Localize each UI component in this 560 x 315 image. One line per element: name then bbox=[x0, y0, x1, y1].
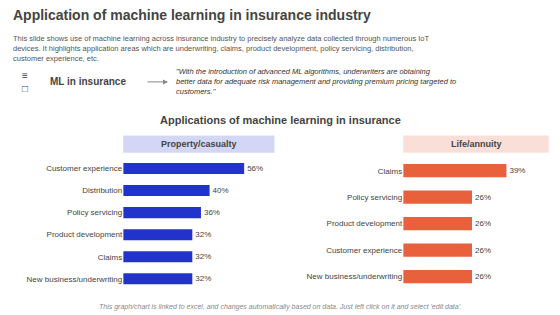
svg-text:Policy servicing: Policy servicing bbox=[347, 193, 402, 202]
svg-text:26%: 26% bbox=[475, 193, 491, 202]
svg-text:ML in insurance: ML in insurance bbox=[50, 76, 126, 87]
svg-text:Property/casualty: Property/casualty bbox=[161, 139, 237, 149]
svg-text:26%: 26% bbox=[475, 219, 491, 228]
svg-text:This graph/chart is linked to: This graph/chart is linked to excel, and… bbox=[99, 303, 462, 311]
svg-text:Policy servicing: Policy servicing bbox=[67, 208, 122, 217]
svg-text:40%: 40% bbox=[213, 186, 229, 195]
svg-text:36%: 36% bbox=[204, 208, 220, 217]
svg-text:New business/underwriting: New business/underwriting bbox=[27, 275, 123, 284]
svg-text:Application of machine learnin: Application of machine learning in insur… bbox=[13, 7, 371, 23]
svg-text:New business/underwriting: New business/underwriting bbox=[307, 272, 403, 281]
svg-text:Distribution: Distribution bbox=[82, 186, 122, 195]
svg-text:≡□: ≡□ bbox=[22, 70, 28, 94]
svg-text:Life/annuity: Life/annuity bbox=[451, 139, 502, 149]
svg-text:Applications of machine learni: Applications of machine learning in insu… bbox=[160, 114, 401, 126]
svg-text:32%: 32% bbox=[195, 252, 211, 261]
svg-text:Customer experience: Customer experience bbox=[46, 164, 123, 173]
svg-text:Claims: Claims bbox=[98, 253, 122, 262]
svg-text:Claims: Claims bbox=[378, 167, 402, 176]
svg-text:Product development: Product development bbox=[327, 219, 403, 228]
svg-text:56%: 56% bbox=[247, 164, 263, 173]
svg-text:26%: 26% bbox=[475, 272, 491, 281]
svg-text:This slide shows use of machin: This slide shows use of machine learning… bbox=[13, 34, 429, 63]
svg-text:26%: 26% bbox=[475, 246, 491, 255]
svg-text:Customer experience: Customer experience bbox=[326, 246, 403, 255]
svg-text:Product development: Product development bbox=[47, 230, 123, 239]
svg-text:32%: 32% bbox=[195, 274, 211, 283]
svg-text:39%: 39% bbox=[509, 166, 525, 175]
svg-text:32%: 32% bbox=[195, 230, 211, 239]
svg-text:"With the introduction of adva: "With the introduction of advanced ML al… bbox=[176, 67, 456, 96]
